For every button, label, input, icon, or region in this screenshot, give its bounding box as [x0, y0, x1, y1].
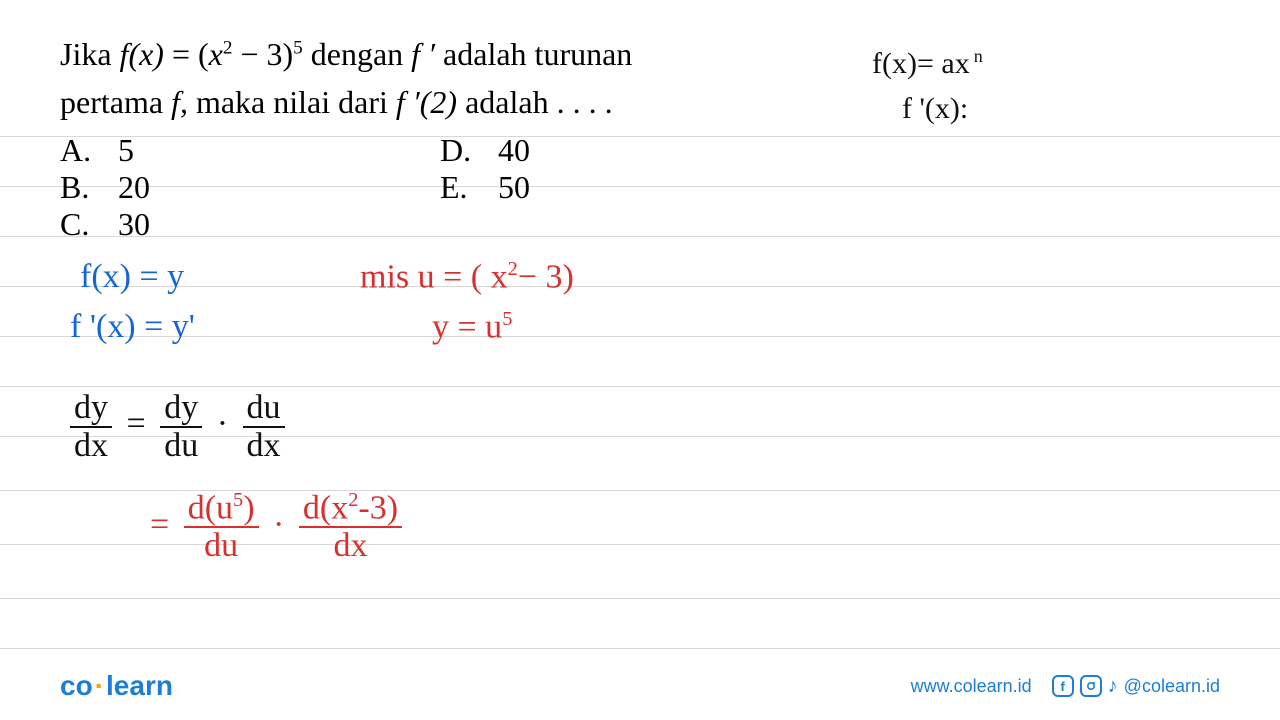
q-fprime2: f ′(2) — [396, 84, 457, 120]
q-pertama: pertama — [60, 84, 171, 120]
option-d-value: 40 — [498, 132, 530, 168]
option-e-label: E. — [440, 169, 498, 206]
q-sup2: 2 — [223, 37, 233, 58]
ann-misu-pre: mis u = ( x — [360, 258, 508, 295]
answer-options: A.5 D.40 B.20 E.50 C.30 — [60, 132, 1220, 243]
frac-dy-du-bot: du — [160, 428, 202, 464]
brand-learn: learn — [106, 670, 173, 701]
q-maka: maka nilai dari — [188, 84, 396, 120]
option-e-value: 50 — [498, 169, 530, 205]
q-line2: pertama f, maka nilai dari f ′(2) adalah… — [60, 84, 613, 120]
brand-dot: · — [93, 670, 106, 701]
frac-dx23-dx-bot: dx — [299, 528, 402, 564]
footer: co·learn www.colearn.id f ♪ @colearn.id — [0, 670, 1280, 702]
frac-du5-du: d(u5) du — [184, 490, 259, 564]
options-row-3: C.30 — [60, 206, 1220, 243]
option-a-label: A. — [60, 132, 118, 169]
option-b-value: 20 — [118, 169, 150, 205]
question-text: Jika f(x) = (x2 − 3)5 dengan f ′ adalah … — [60, 30, 1220, 126]
option-a-value: 5 — [118, 132, 134, 168]
social-icons: f ♪ @colearn.id — [1052, 675, 1220, 698]
ann-axn-sup: n — [974, 46, 983, 66]
instagram-icon — [1080, 675, 1102, 697]
footer-right: www.colearn.id f ♪ @colearn.id — [911, 675, 1220, 698]
chain-dot-1: · — [211, 405, 234, 442]
facebook-icon: f — [1052, 675, 1074, 697]
content-area: Jika f(x) = (x2 − 3)5 dengan f ′ adalah … — [0, 0, 1280, 243]
ann-yu5-sup: 5 — [502, 308, 512, 330]
frac-du-dx-top: du — [243, 390, 285, 428]
chain-dot-2: · — [267, 506, 290, 543]
option-a: A.5 — [60, 132, 440, 169]
tiktok-icon: ♪ — [1108, 675, 1118, 698]
annotation-fx-axn: f(x)= axn — [872, 46, 983, 81]
q-dengan: dengan — [303, 36, 411, 72]
frac-du5-du-bot: du — [184, 528, 259, 564]
annotation-y-u5: y = u5 — [432, 308, 512, 346]
frac-dx23-dx: d(x2-3) dx — [299, 490, 402, 564]
ann-misu-sup: 2 — [508, 258, 518, 280]
annotation-chain-rule: dy dx = dy du · du dx — [70, 390, 285, 463]
ann-misu-post: − 3) — [518, 258, 574, 295]
options-row-2: B.20 E.50 — [60, 169, 1220, 206]
q-fx: f(x) — [120, 36, 164, 72]
chain-eq-sign-2: = — [150, 506, 175, 543]
chain-eq-sign: = — [121, 405, 152, 442]
annotation-fprimex-yprime: f '(x) = y' — [70, 308, 195, 346]
frac-dy-dx: dy dx — [70, 390, 112, 463]
option-d: D.40 — [440, 132, 640, 169]
frac-dy-du-top: dy — [160, 390, 202, 428]
frac-du-dx-bot: dx — [243, 428, 285, 464]
q-line1: Jika f(x) = (x2 − 3)5 dengan f ′ adalah … — [60, 36, 632, 72]
q-fprime: f ′ — [411, 36, 435, 72]
annotation-fprimex: f '(x): — [902, 92, 968, 126]
option-c-label: C. — [60, 206, 118, 243]
q-jika: Jika — [60, 36, 120, 72]
option-e: E.50 — [440, 169, 640, 206]
ann-axn-text: f(x)= ax — [872, 47, 970, 80]
q-minus3: − 3) — [232, 36, 293, 72]
q-adalah-dots: adalah . . . . — [457, 84, 613, 120]
footer-handle: @colearn.id — [1124, 676, 1220, 697]
option-b-label: B. — [60, 169, 118, 206]
brand-co: co — [60, 670, 93, 701]
footer-url: www.colearn.id — [911, 676, 1032, 697]
brand-logo: co·learn — [60, 670, 173, 702]
frac-dy-dx-bot: dx — [70, 428, 112, 464]
option-c: C.30 — [60, 206, 440, 243]
frac-dy-dx-top: dy — [70, 390, 112, 428]
q-adalah-turunan: adalah turunan — [435, 36, 632, 72]
frac-dy-du: dy du — [160, 390, 202, 463]
option-b: B.20 — [60, 169, 440, 206]
ann-yu5-pre: y = u — [432, 308, 502, 345]
q-fcomma: f, — [171, 84, 188, 120]
frac-du-dx: du dx — [243, 390, 285, 463]
annotation-fx-y: f(x) = y — [80, 258, 184, 296]
options-row-1: A.5 D.40 — [60, 132, 1220, 169]
annotation-mis-u: mis u = ( x2− 3) — [360, 258, 574, 296]
option-d-label: D. — [440, 132, 498, 169]
q-x: x — [209, 36, 223, 72]
annotation-chain-rule-expanded: = d(u5) du · d(x2-3) dx — [150, 490, 402, 564]
q-sup5: 5 — [293, 37, 303, 58]
frac-du5-du-top: d(u5) — [184, 490, 259, 528]
q-eq: = ( — [164, 36, 209, 72]
option-c-value: 30 — [118, 206, 150, 242]
frac-dx23-dx-top: d(x2-3) — [299, 490, 402, 528]
